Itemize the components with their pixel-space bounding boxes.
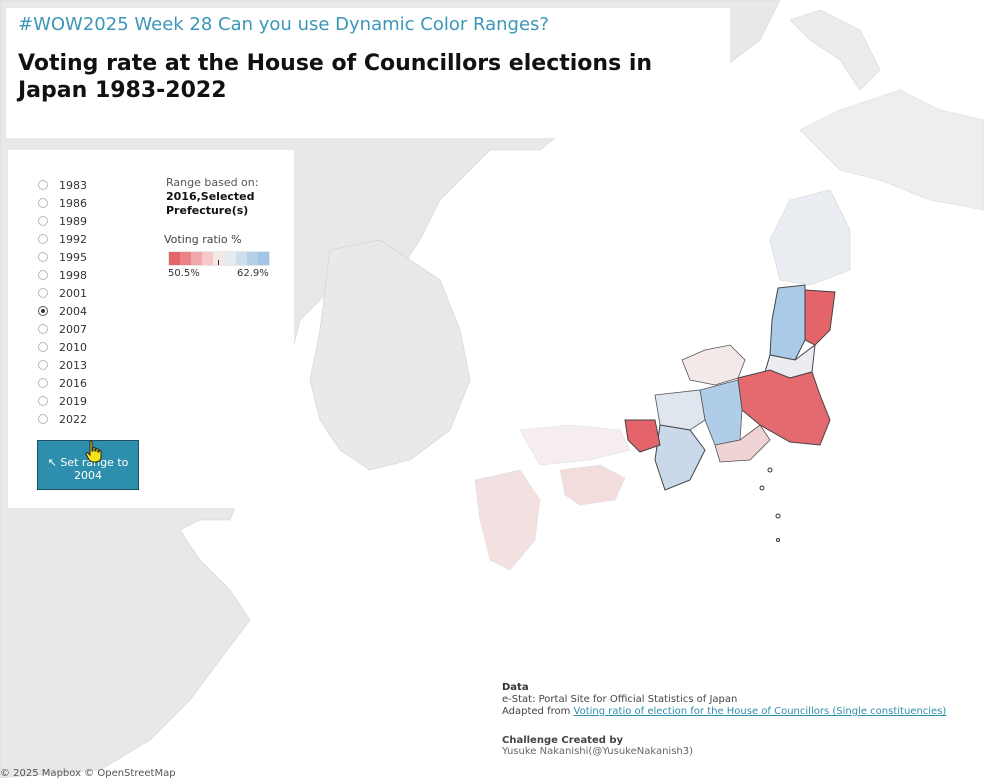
korean-peninsula [309, 239, 471, 471]
arrow-cursor-icon: ↖ [47, 456, 57, 469]
legend-swatch [191, 252, 203, 265]
range-basis-label: Range based on: [166, 176, 259, 189]
year-label: 2001 [59, 286, 87, 300]
year-option-2022[interactable]: 2022 [38, 410, 87, 428]
hand-pointer-icon [85, 440, 102, 463]
year-option-2010[interactable]: 2010 [38, 338, 87, 356]
year-option-1995[interactable]: 1995 [38, 248, 87, 266]
region-tohoku-east [804, 289, 836, 346]
legend-marker [218, 260, 219, 265]
year-option-2013[interactable]: 2013 [38, 356, 87, 374]
radio-icon [38, 180, 48, 190]
legend-swatch [257, 252, 269, 265]
year-option-1989[interactable]: 1989 [38, 212, 87, 230]
year-label: 2010 [59, 340, 87, 354]
radio-icon [38, 360, 48, 370]
legend-title: Voting ratio % [164, 233, 242, 246]
data-info: Data e-Stat: Portal Site for Official St… [502, 682, 946, 718]
year-radio-list: 1983 1986 1989 1992 1995 1998 2001 2004 … [38, 176, 87, 428]
year-option-2004[interactable]: 2004 [38, 302, 87, 320]
year-label: 1986 [59, 196, 87, 210]
dashboard-title: Voting rate at the House of Councillors … [18, 51, 653, 103]
year-label: 2019 [59, 394, 87, 408]
legend-swatch [235, 252, 247, 265]
year-label: 1989 [59, 214, 87, 228]
region-chugoku [519, 424, 631, 466]
radio-icon [38, 252, 48, 262]
data-heading: Data [502, 682, 529, 693]
far-east-coast [799, 89, 984, 211]
year-option-2019[interactable]: 2019 [38, 392, 87, 410]
radio-icon [38, 234, 48, 244]
region-shikoku [559, 464, 626, 506]
year-label: 2004 [59, 304, 87, 318]
legend-swatch [246, 252, 258, 265]
legend-min-label: 50.5% [168, 268, 200, 279]
region-hokkaido [769, 189, 851, 286]
radio-icon [38, 324, 48, 334]
data-source: e-Stat: Portal Site for Official Statist… [502, 694, 738, 705]
range-basis-value: 2016,Selected Prefecture(s) [166, 190, 255, 217]
year-label: 1995 [59, 250, 87, 264]
legend-swatch [169, 252, 181, 265]
year-option-2016[interactable]: 2016 [38, 374, 87, 392]
filter-panel: 1983 1986 1989 1992 1995 1998 2001 2004 … [8, 150, 294, 508]
region-kinki-south [654, 424, 706, 491]
year-label: 2022 [59, 412, 87, 426]
color-legend [168, 251, 270, 266]
radio-icon [38, 342, 48, 352]
region-kinki-west [624, 419, 661, 453]
radio-icon [38, 414, 48, 424]
radio-icon [38, 270, 48, 280]
region-tokai [714, 424, 771, 463]
year-label: 1983 [59, 178, 87, 192]
dashboard-subtitle: #WOW2025 Week 28 Can you use Dynamic Col… [18, 14, 549, 35]
legend-swatch [202, 252, 214, 265]
credits-name: Yusuke Nakanishi(@YusukeNakanish3) [502, 746, 694, 757]
year-option-1992[interactable]: 1992 [38, 230, 87, 248]
legend-max-label: 62.9% [237, 268, 269, 279]
year-label: 1992 [59, 232, 87, 246]
adapted-prefix: Adapted from [502, 706, 571, 717]
year-option-1998[interactable]: 1998 [38, 266, 87, 284]
region-kinki-north [654, 389, 706, 431]
year-option-2001[interactable]: 2001 [38, 284, 87, 302]
year-label: 2016 [59, 376, 87, 390]
radio-icon [38, 378, 48, 388]
credits-heading: Challenge Created by [502, 735, 624, 746]
year-label: 2007 [59, 322, 87, 336]
set-range-button[interactable]: ↖ Set range to 2004 [37, 440, 139, 490]
title-card [6, 8, 730, 138]
sakhalin-island [789, 9, 881, 91]
year-option-1983[interactable]: 1983 [38, 176, 87, 194]
region-hokuriku [681, 344, 746, 386]
radio-icon [38, 396, 48, 406]
year-label: 1998 [59, 268, 87, 282]
map-attribution[interactable]: © 2025 Mapbox © OpenStreetMap [0, 768, 176, 779]
legend-swatch [180, 252, 192, 265]
source-link[interactable]: Voting ratio of election for the House o… [573, 706, 947, 717]
year-label: 2013 [59, 358, 87, 372]
radio-selected-icon [38, 306, 48, 316]
radio-icon [38, 216, 48, 226]
year-option-1986[interactable]: 1986 [38, 194, 87, 212]
region-kyushu [474, 469, 541, 571]
year-option-2007[interactable]: 2007 [38, 320, 87, 338]
radio-icon [38, 198, 48, 208]
region-kanto [737, 369, 831, 446]
radio-icon [38, 288, 48, 298]
legend-swatch [224, 252, 236, 265]
legend-swatch [213, 252, 225, 265]
